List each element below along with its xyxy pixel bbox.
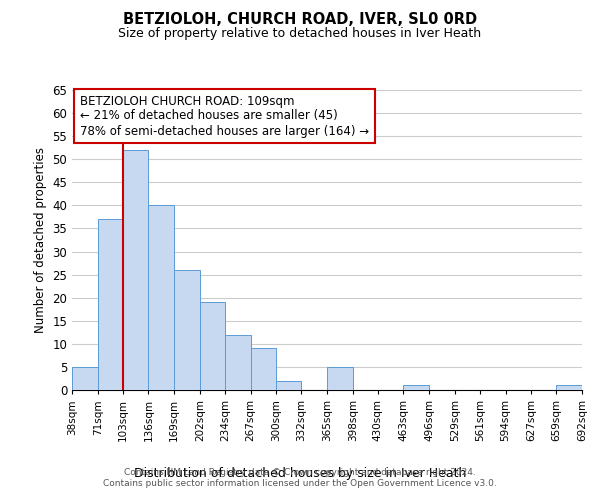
Bar <box>174 270 200 390</box>
Text: Distribution of detached houses by size in Iver Heath: Distribution of detached houses by size … <box>134 468 466 480</box>
Bar <box>98 219 122 390</box>
Text: Contains HM Land Registry data © Crown copyright and database right 2024.
Contai: Contains HM Land Registry data © Crown c… <box>103 468 497 487</box>
Bar <box>556 386 582 390</box>
Bar <box>251 348 277 390</box>
Bar <box>327 367 353 390</box>
Bar <box>225 334 251 390</box>
Bar <box>200 302 225 390</box>
Bar <box>72 367 98 390</box>
Bar <box>148 206 174 390</box>
Text: BETZIOLOH, CHURCH ROAD, IVER, SL0 0RD: BETZIOLOH, CHURCH ROAD, IVER, SL0 0RD <box>123 12 477 28</box>
Bar <box>403 386 429 390</box>
Bar <box>277 381 301 390</box>
Bar <box>122 150 148 390</box>
Text: BETZIOLOH CHURCH ROAD: 109sqm
← 21% of detached houses are smaller (45)
78% of s: BETZIOLOH CHURCH ROAD: 109sqm ← 21% of d… <box>80 94 369 138</box>
Text: Size of property relative to detached houses in Iver Heath: Size of property relative to detached ho… <box>118 28 482 40</box>
Y-axis label: Number of detached properties: Number of detached properties <box>34 147 47 333</box>
